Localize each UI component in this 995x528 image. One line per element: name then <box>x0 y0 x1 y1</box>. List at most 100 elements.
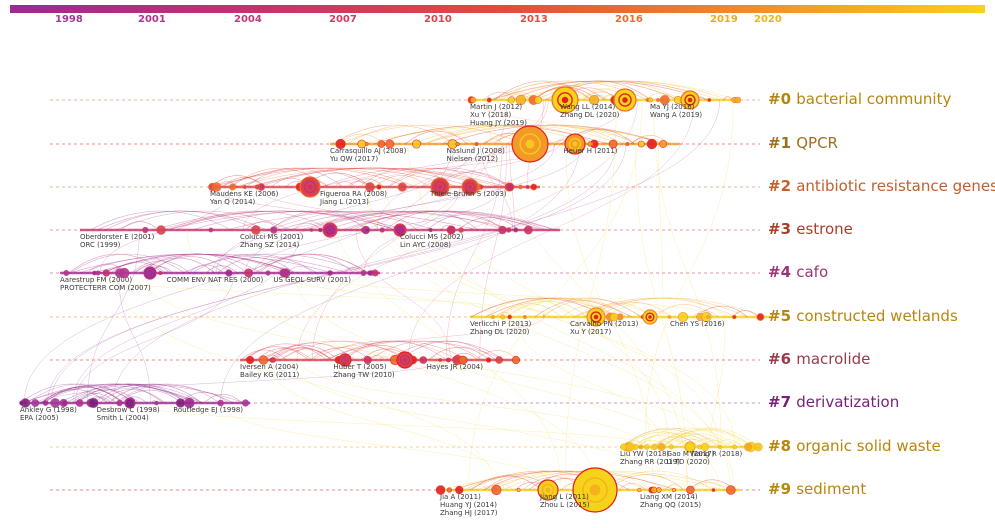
author-label: Lin AYC (2008) <box>400 241 451 249</box>
citation-node <box>64 270 69 275</box>
citation-node <box>660 140 667 147</box>
citation-node <box>318 228 322 232</box>
citation-node <box>669 445 673 449</box>
cluster-name: QPCR <box>796 134 838 152</box>
cluster-label-2[interactable]: #2 antibiotic resistance genes <box>768 177 995 195</box>
citation-node-core <box>468 185 472 189</box>
citation-node <box>27 401 30 404</box>
citation-node <box>744 443 752 451</box>
citation-node-core <box>590 485 601 496</box>
citation-node <box>429 228 433 232</box>
cluster-label-4[interactable]: #4 cafo <box>768 263 828 281</box>
citation-node <box>446 358 450 362</box>
cluster-label-0[interactable]: #0 bacterial community <box>768 90 951 108</box>
citation-node <box>531 184 537 190</box>
author-label: Naslund J (2008) <box>447 147 505 155</box>
cluster-label-5[interactable]: #5 constructed wetlands <box>768 307 958 325</box>
citation-node-core <box>344 359 347 362</box>
author-label: Colucci MS (2002) <box>400 233 463 241</box>
cluster-label-8[interactable]: #8 organic solid waste <box>768 437 941 455</box>
citation-arc <box>608 475 685 490</box>
citation-node <box>526 185 530 189</box>
cluster-label-1[interactable]: #1 QPCR <box>768 134 838 152</box>
cross-cluster-link <box>517 317 661 447</box>
citation-node <box>486 358 491 363</box>
citation-node <box>310 228 313 231</box>
citation-node <box>412 140 420 148</box>
cluster-label-3[interactable]: #3 estrone <box>768 220 853 238</box>
citation-node <box>456 142 460 146</box>
author-label: Ankley G (1998) <box>20 406 77 414</box>
author-label: Yu QW (2017) <box>330 155 378 163</box>
citation-node <box>523 315 526 318</box>
citation-node <box>96 271 100 275</box>
citation-node <box>519 185 523 189</box>
citation-arc <box>167 271 168 273</box>
author-label: Ma YJ (2016) <box>650 103 694 111</box>
cluster-name: antibiotic resistance genes <box>796 177 995 195</box>
citation-arc <box>121 221 158 230</box>
author-label: Zhang DL (2020) <box>470 328 529 336</box>
citation-node <box>508 315 512 319</box>
cluster-id: #2 <box>768 177 796 195</box>
citation-node <box>639 445 643 449</box>
author-label: Routledge EJ (1998) <box>173 406 243 414</box>
cluster-id: #6 <box>768 350 796 368</box>
citation-node-core <box>328 228 332 232</box>
citation-node-core <box>573 142 578 147</box>
citation-node <box>266 271 271 276</box>
author-label: Chen YS (2016) <box>670 320 725 328</box>
citation-node-core <box>308 185 313 190</box>
citation-node-core <box>399 229 402 232</box>
citation-node <box>492 485 502 495</box>
cluster-label-6[interactable]: #6 macrolide <box>768 350 870 368</box>
citation-node <box>487 98 492 103</box>
citation-node <box>367 271 372 276</box>
author-label: Colucci MS (2001) <box>240 233 303 241</box>
author-label: Smith L (2004) <box>97 414 149 422</box>
citation-node <box>420 356 427 363</box>
citation-node <box>439 358 442 361</box>
author-label: Bailey KG (2011) <box>240 371 299 379</box>
author-label: Aarestrup FM (2000) <box>60 276 132 284</box>
citation-node-core <box>403 358 407 362</box>
citation-node <box>209 228 213 232</box>
author-label: Zhang QQ (2015) <box>640 501 701 509</box>
citation-node-core <box>149 272 152 275</box>
citation-node <box>626 142 629 145</box>
citation-node <box>735 97 741 103</box>
author-label: Zhang SZ (2014) <box>240 241 299 249</box>
citation-node <box>398 183 407 192</box>
citation-node-core <box>526 140 535 149</box>
author-label: Zhang HJ (2017) <box>440 509 497 517</box>
author-label: Carrasquillo AJ (2008) <box>330 147 406 155</box>
citation-node <box>447 488 452 493</box>
citation-node <box>517 488 520 491</box>
citation-node <box>62 401 67 406</box>
cross-cluster-link <box>267 360 504 490</box>
cluster-id: #8 <box>768 437 796 455</box>
cross-cluster-link <box>216 144 473 273</box>
author-label: Li TD (2020) <box>667 458 710 466</box>
author-label: Thiele-Bruhn S (2003) <box>430 190 507 198</box>
author-label: Carvalho PN (2013) <box>570 320 638 328</box>
cluster-name: derivatization <box>796 393 899 411</box>
citation-node <box>361 270 366 275</box>
year-label-2016: 2016 <box>615 14 643 25</box>
citation-node-core <box>688 98 693 103</box>
citation-node <box>361 228 364 231</box>
citation-node <box>706 315 709 318</box>
author-label: Zhang DL (2020) <box>560 111 619 119</box>
cluster-label-9[interactable]: #9 sediment <box>768 480 866 498</box>
author-label: Yan Q (2014) <box>210 198 255 206</box>
author-label: Liang XM (2014) <box>640 493 698 501</box>
citation-node-core <box>129 402 132 405</box>
citation-node <box>757 313 764 320</box>
author-label: Maudens KE (2006) <box>210 190 278 198</box>
author-label: Xu Y (2018) <box>470 111 511 119</box>
year-label-2013: 2013 <box>520 14 548 25</box>
cross-cluster-link <box>292 360 667 490</box>
citation-arc <box>227 211 516 230</box>
cluster-label-7[interactable]: #7 derivatization <box>768 393 899 411</box>
author-label: Martin J (2012) <box>470 103 522 111</box>
